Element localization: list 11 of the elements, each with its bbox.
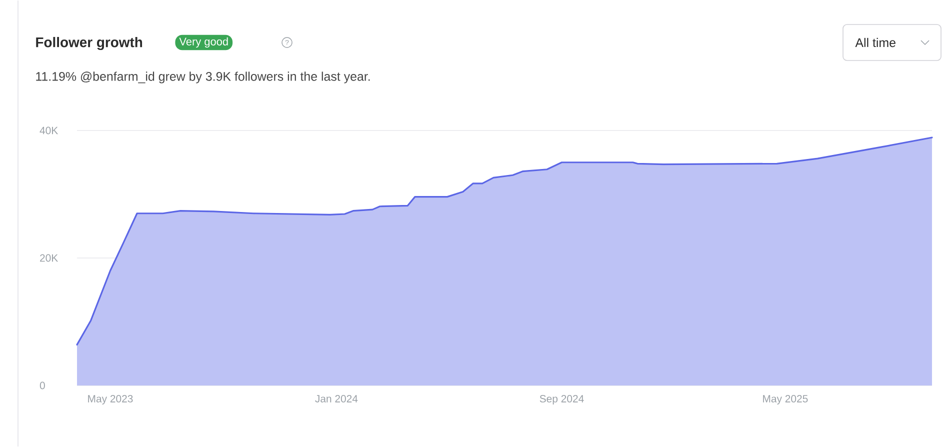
y-tick-label: 0 (40, 382, 45, 390)
x-tick-label: Jan 2024 (315, 395, 358, 402)
x-tick-label: May 2023 (88, 395, 133, 404)
chart-title: Follower growth (36, 36, 142, 50)
y-tick-label: 20K (40, 254, 58, 262)
text: Very good (179, 37, 228, 48)
x-tick-label: Sep 2024 (540, 395, 584, 404)
y-tick-label: 40K (40, 126, 58, 134)
text: All time (855, 38, 896, 48)
x-tick-label: May 2025 (763, 395, 808, 404)
chart-subtitle: 11.19% @benfarm_id grew by 3.9K followers in the last year. (36, 72, 370, 84)
